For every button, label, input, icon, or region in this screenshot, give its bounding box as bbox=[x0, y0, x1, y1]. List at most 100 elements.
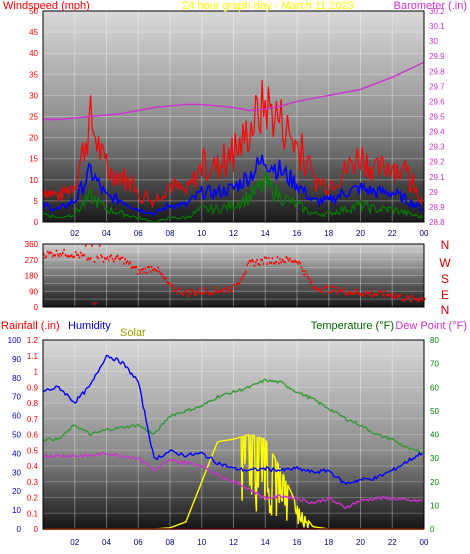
barometer-tick-label: 29 bbox=[429, 188, 438, 197]
windspeed-max-line bbox=[42, 80, 423, 209]
humidity-tick-label: 60 bbox=[12, 412, 21, 421]
windspeed-tick-label: 20 bbox=[29, 134, 38, 143]
rainfall-tick-label: 0.2 bbox=[27, 494, 39, 503]
compass-label-e: E bbox=[441, 288, 449, 302]
x-tick-label: 00 bbox=[420, 229, 429, 238]
x-tick-label: 06 bbox=[134, 538, 143, 547]
x-tick-label: 12 bbox=[229, 229, 238, 238]
x-tick-label: 18 bbox=[324, 229, 333, 238]
compass-label-n-top: N bbox=[441, 238, 450, 252]
windspeed-tick-label: 30 bbox=[29, 91, 38, 100]
barometer-tick-label: 28.9 bbox=[429, 203, 445, 212]
temperature-tick-label: 10 bbox=[430, 501, 439, 510]
x-tick-label: 10 bbox=[197, 229, 206, 238]
compass-label-s: S bbox=[441, 272, 449, 286]
x-tick-label: 02 bbox=[70, 538, 79, 547]
compass-label-n-bottom: N bbox=[441, 303, 450, 317]
barometer-tick-label: 29.5 bbox=[429, 113, 445, 122]
windspeed-tick-label: 0 bbox=[34, 218, 39, 227]
x-tick-label: 20 bbox=[356, 229, 365, 238]
x-tick-label: 12 bbox=[229, 538, 238, 547]
x-tick-label: 04 bbox=[102, 229, 111, 238]
humidity-tick-label: 20 bbox=[12, 487, 21, 496]
wind-direction-points bbox=[43, 244, 426, 305]
humidity-line bbox=[42, 354, 423, 486]
direction-tick-label: 180 bbox=[25, 272, 39, 281]
x-tick-label: 00 bbox=[420, 538, 429, 547]
x-tick-label: 22 bbox=[388, 229, 397, 238]
temperature-tick-label: 50 bbox=[430, 407, 439, 416]
wind-panel-frame bbox=[42, 10, 425, 223]
humidity-tick-label: 90 bbox=[12, 355, 21, 364]
x-tick-label: 16 bbox=[293, 538, 302, 547]
x-tick-label: 18 bbox=[324, 538, 333, 547]
windspeed-tick-label: 45 bbox=[29, 28, 38, 37]
barometer-tick-label: 29.2 bbox=[429, 158, 445, 167]
humidity-tick-label: 30 bbox=[12, 468, 21, 477]
rainfall-tick-label: 0.3 bbox=[27, 478, 39, 487]
barometer-tick-label: 29.9 bbox=[429, 52, 445, 61]
barometer-tick-label: 29.6 bbox=[429, 97, 445, 106]
x-tick-label: 08 bbox=[166, 538, 175, 547]
x-tick-label: 10 bbox=[197, 538, 206, 547]
barometer-line bbox=[43, 61, 425, 121]
windspeed-tick-label: 10 bbox=[29, 176, 38, 185]
barometer-tick-label: 29.4 bbox=[429, 128, 445, 137]
dewpoint-axis-title: Dew Point (°F) bbox=[395, 320, 467, 332]
humidity-tick-label: 10 bbox=[12, 506, 21, 515]
windspeed-tick-label: 35 bbox=[29, 70, 38, 79]
direction-panel-frame bbox=[42, 243, 425, 308]
temperature-axis-title: Temperature (°F) bbox=[311, 320, 394, 332]
temperature-tick-label: 30 bbox=[430, 454, 439, 463]
barometer-tick-label: 29.1 bbox=[429, 173, 445, 182]
direction-tick-label: 90 bbox=[29, 287, 38, 296]
rainfall-tick-label: 1.2 bbox=[27, 336, 39, 345]
humidity-tick-label: 0 bbox=[17, 525, 22, 534]
rainfall-tick-label: 0.9 bbox=[27, 383, 39, 392]
temperature-tick-label: 80 bbox=[430, 336, 439, 345]
x-tick-label: 04 bbox=[102, 538, 111, 547]
rainfall-tick-label: 0.8 bbox=[27, 399, 39, 408]
windspeed-tick-label: 40 bbox=[29, 49, 38, 58]
rainfall-tick-label: 0.7 bbox=[27, 415, 39, 424]
rainfall-tick-label: 0.5 bbox=[27, 446, 39, 455]
graph-title: 24 hour graph day - March 11 2023 bbox=[182, 0, 354, 12]
temperature-tick-label: 70 bbox=[430, 360, 439, 369]
rainfall-tick-label: 0 bbox=[34, 525, 39, 534]
compass-label-w: W bbox=[439, 256, 451, 270]
lower-panel-bg bbox=[43, 340, 424, 529]
rainfall-tick-label: 1 bbox=[34, 368, 39, 377]
temperature-line bbox=[42, 378, 423, 455]
x-tick-label: 06 bbox=[134, 229, 143, 238]
barometer-tick-label: 29.8 bbox=[429, 67, 445, 76]
rainfall-tick-label: 0.4 bbox=[27, 462, 39, 471]
barometer-tick-label: 29.7 bbox=[429, 82, 445, 91]
rainfall-tick-label: 1.1 bbox=[27, 352, 39, 361]
barometer-tick-label: 29.3 bbox=[429, 143, 445, 152]
x-tick-label: 22 bbox=[388, 538, 397, 547]
barometer-tick-label: 30 bbox=[429, 37, 438, 46]
dewpoint-line bbox=[42, 451, 423, 510]
humidity-tick-label: 80 bbox=[12, 374, 21, 383]
windspeed-tick-label: 25 bbox=[29, 113, 38, 122]
direction-panel-bg bbox=[43, 244, 424, 307]
direction-tick-label: 360 bbox=[25, 240, 39, 249]
x-tick-label: 14 bbox=[261, 229, 270, 238]
windspeed-tick-label: 15 bbox=[29, 155, 38, 164]
temperature-tick-label: 40 bbox=[430, 431, 439, 440]
temperature-tick-label: 60 bbox=[430, 383, 439, 392]
windspeed-min-line bbox=[42, 170, 423, 223]
barometer-tick-label: 30.2 bbox=[429, 7, 445, 16]
windspeed-tick-label: 5 bbox=[34, 197, 39, 206]
barometer-tick-label: 28.8 bbox=[429, 218, 445, 227]
humidity-tick-label: 100 bbox=[8, 336, 22, 345]
lower-panel-frame bbox=[42, 339, 425, 530]
x-tick-label: 08 bbox=[166, 229, 175, 238]
temperature-tick-label: 0 bbox=[430, 525, 435, 534]
x-tick-label: 02 bbox=[70, 229, 79, 238]
windspeed-tick-label: 50 bbox=[29, 7, 38, 16]
solar-axis-title: Solar bbox=[120, 327, 146, 339]
direction-tick-label: 0 bbox=[34, 303, 39, 312]
x-tick-label: 14 bbox=[261, 538, 270, 547]
